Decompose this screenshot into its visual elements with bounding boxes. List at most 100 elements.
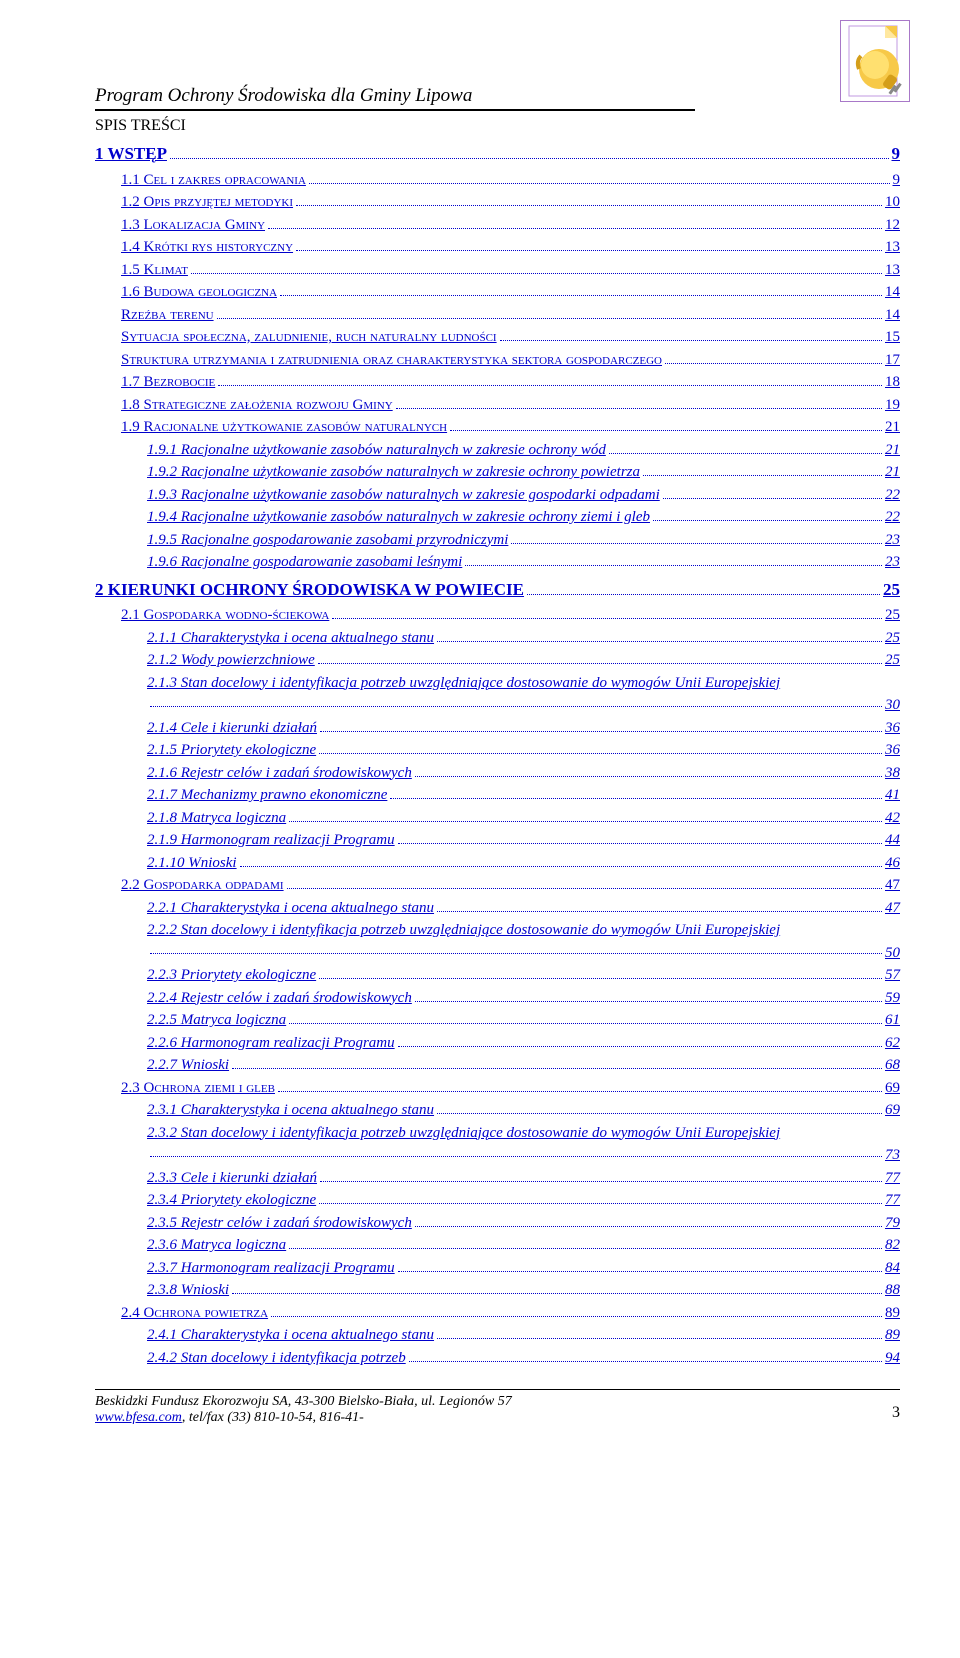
- toc-leader: [500, 328, 882, 341]
- toc-label: 1.9.2 Racjonalne użytkowanie zasobów nat…: [147, 461, 640, 484]
- toc-link[interactable]: 1.7 Bezrobocie 18: [121, 371, 900, 394]
- toc-leader: [150, 942, 882, 955]
- toc-leader: [398, 1259, 882, 1272]
- toc-link[interactable]: 2.3.3 Cele i kierunki działań 77: [147, 1167, 900, 1190]
- toc-link[interactable]: 1 WSTĘP 9: [95, 141, 900, 167]
- toc-label: 1 WSTĘP: [95, 141, 167, 167]
- toc-entry: 2.3 Ochrona ziemi i gleb 69: [95, 1077, 900, 1100]
- toc-link[interactable]: 2.1.7 Mechanizmy prawno ekonomiczne 41: [147, 784, 900, 807]
- toc-link[interactable]: 1.5 Klimat 13: [121, 259, 900, 282]
- toc-entry: 2.1.10 Wnioski 46: [95, 852, 900, 875]
- toc-page: 14: [885, 304, 900, 327]
- toc-link[interactable]: 1.8 Strategiczne założenia rozwoju Gminy…: [121, 394, 900, 417]
- toc-link[interactable]: 2.1.4 Cele i kierunki działań 36: [147, 717, 900, 740]
- toc-entry: 2.1.4 Cele i kierunki działań 36: [95, 717, 900, 740]
- toc-link[interactable]: 2.2.1 Charakterystyka i ocena aktualnego…: [147, 897, 900, 920]
- toc-link[interactable]: 2.1 Gospodarka wodno-ściekowa 25: [121, 604, 900, 627]
- toc-link[interactable]: 2.1.8 Matryca logiczna 42: [147, 807, 900, 830]
- toc-link[interactable]: 1.9.1 Racjonalne użytkowanie zasobów nat…: [147, 439, 900, 462]
- toc-link[interactable]: 2.3.6 Matryca logiczna 82: [147, 1234, 900, 1257]
- toc-label: 2.1.6 Rejestr celów i zadań środowiskowy…: [147, 762, 412, 785]
- toc-entry: 2.2.3 Priorytety ekologiczne 57: [95, 964, 900, 987]
- toc-entry: 1.9.5 Racjonalne gospodarowanie zasobami…: [95, 529, 900, 552]
- toc-leader: [278, 1079, 882, 1092]
- toc-page: 41: [885, 784, 900, 807]
- toc-link[interactable]: Struktura utrzymania i zatrudnienia oraz…: [121, 349, 900, 372]
- toc-page: 88: [885, 1279, 900, 1302]
- toc-entry: 1.1 Cel i zakres opracowania 9: [95, 169, 900, 192]
- toc-label: Struktura utrzymania i zatrudnienia oraz…: [121, 349, 662, 372]
- toc-link[interactable]: 2.1.6 Rejestr celów i zadań środowiskowy…: [147, 762, 900, 785]
- toc-link[interactable]: 2 KIERUNKI OCHRONY ŚRODOWISKA W POWIECIE…: [95, 577, 900, 603]
- toc-link[interactable]: 2.3.4 Priorytety ekologiczne 77: [147, 1189, 900, 1212]
- toc-page: 23: [885, 529, 900, 552]
- toc-link[interactable]: 2.2.7 Wnioski 68: [147, 1054, 900, 1077]
- document-icon: [840, 20, 910, 102]
- toc-link[interactable]: 1.9.6 Racjonalne gospodarowanie zasobami…: [147, 551, 900, 574]
- toc-link[interactable]: 1.9.2 Racjonalne użytkowanie zasobów nat…: [147, 461, 900, 484]
- toc-link[interactable]: 2.2.4 Rejestr celów i zadań środowiskowy…: [147, 987, 900, 1010]
- toc-link[interactable]: 2.1.3 Stan docelowy i identyfikacja potr…: [147, 672, 900, 717]
- toc-entry: 2.2.4 Rejestr celów i zadań środowiskowy…: [95, 987, 900, 1010]
- toc-link[interactable]: 2.3.7 Harmonogram realizacji Programu 84: [147, 1257, 900, 1280]
- toc-leader: [609, 441, 882, 454]
- toc-link[interactable]: 2.2 Gospodarka odpadami 47: [121, 874, 900, 897]
- toc-link[interactable]: 2.3.5 Rejestr celów i zadań środowiskowy…: [147, 1212, 900, 1235]
- toc-link[interactable]: 1.4 Krótki rys historyczny 13: [121, 236, 900, 259]
- toc-link[interactable]: 2.1.9 Harmonogram realizacji Programu 44: [147, 829, 900, 852]
- toc-link[interactable]: 1.3 Lokalizacja Gminy 12: [121, 214, 900, 237]
- toc-page: 21: [885, 416, 900, 439]
- toc-page: 25: [885, 604, 900, 627]
- toc-link[interactable]: Rzeźba terenu 14: [121, 304, 900, 327]
- toc-label: 2.2.3 Priorytety ekologiczne: [147, 964, 316, 987]
- toc-entry: 2.3.8 Wnioski 88: [95, 1279, 900, 1302]
- toc-link[interactable]: 1.1 Cel i zakres opracowania 9: [121, 169, 900, 192]
- toc-entry: 2.1.5 Priorytety ekologiczne 36: [95, 739, 900, 762]
- toc-link[interactable]: 1.2 Opis przyjętej metodyki 10: [121, 191, 900, 214]
- toc-leader: [280, 283, 882, 296]
- toc-page: 89: [885, 1324, 900, 1347]
- toc-page: 9: [893, 169, 901, 192]
- toc-link[interactable]: 1.9 Racjonalne użytkowanie zasobów natur…: [121, 416, 900, 439]
- toc-link[interactable]: 2.3.1 Charakterystyka i ocena aktualnego…: [147, 1099, 900, 1122]
- toc-link[interactable]: 1.9.5 Racjonalne gospodarowanie zasobami…: [147, 529, 900, 552]
- toc-label: 2.4 Ochrona powietrza: [121, 1302, 268, 1325]
- toc-leader: [191, 261, 882, 274]
- toc-leader: [320, 1169, 882, 1182]
- toc-link[interactable]: 2.3 Ochrona ziemi i gleb 69: [121, 1077, 900, 1100]
- toc-link[interactable]: 2.1.10 Wnioski 46: [147, 852, 900, 875]
- toc-page: 21: [885, 461, 900, 484]
- toc-label: 1.9.3 Racjonalne użytkowanie zasobów nat…: [147, 484, 660, 507]
- toc-page: 69: [885, 1099, 900, 1122]
- toc-link[interactable]: 2.4.2 Stan docelowy i identyfikacja potr…: [147, 1347, 900, 1370]
- toc-link[interactable]: 2.1.5 Priorytety ekologiczne 36: [147, 739, 900, 762]
- toc-link[interactable]: 2.2.5 Matryca logiczna 61: [147, 1009, 900, 1032]
- toc-link[interactable]: 2.4 Ochrona powietrza 89: [121, 1302, 900, 1325]
- footer-link[interactable]: www.bfesa.com: [95, 1410, 182, 1425]
- toc-link[interactable]: 1.9.4 Racjonalne użytkowanie zasobów nat…: [147, 506, 900, 529]
- toc-link[interactable]: 2.1.1 Charakterystyka i ocena aktualnego…: [147, 627, 900, 650]
- toc-link[interactable]: 2.3.2 Stan docelowy i identyfikacja potr…: [147, 1122, 900, 1167]
- toc-link[interactable]: 2.2.2 Stan docelowy i identyfikacja potr…: [147, 919, 900, 964]
- toc-link[interactable]: 1.9.3 Racjonalne użytkowanie zasobów nat…: [147, 484, 900, 507]
- toc-page: 30: [885, 694, 900, 717]
- toc-label: 2.4.1 Charakterystyka i ocena aktualnego…: [147, 1324, 434, 1347]
- toc-entry: 2.2.6 Harmonogram realizacji Programu 62: [95, 1032, 900, 1055]
- toc-label: 2.3.1 Charakterystyka i ocena aktualnego…: [147, 1099, 434, 1122]
- toc-entry: 2.3.4 Priorytety ekologiczne 77: [95, 1189, 900, 1212]
- toc-link[interactable]: 2.2.3 Priorytety ekologiczne 57: [147, 964, 900, 987]
- toc-page: 22: [885, 506, 900, 529]
- toc-link[interactable]: 2.1.2 Wody powierzchniowe 25: [147, 649, 900, 672]
- toc-entry: 2.1 Gospodarka wodno-ściekowa 25: [95, 604, 900, 627]
- toc-link[interactable]: 2.4.1 Charakterystyka i ocena aktualnego…: [147, 1324, 900, 1347]
- page-number: 3: [892, 1394, 900, 1422]
- toc-link[interactable]: Sytuacja społeczna, zaludnienie, ruch na…: [121, 326, 900, 349]
- toc-link[interactable]: 1.6 Budowa geologiczna 14: [121, 281, 900, 304]
- toc-page: 57: [885, 964, 900, 987]
- toc-leader: [296, 193, 882, 206]
- toc-link[interactable]: 2.3.8 Wnioski 88: [147, 1279, 900, 1302]
- toc-link[interactable]: 2.2.6 Harmonogram realizacji Programu 62: [147, 1032, 900, 1055]
- toc-leader: [527, 580, 880, 594]
- toc-leader: [465, 553, 882, 566]
- toc-leader: [415, 989, 882, 1002]
